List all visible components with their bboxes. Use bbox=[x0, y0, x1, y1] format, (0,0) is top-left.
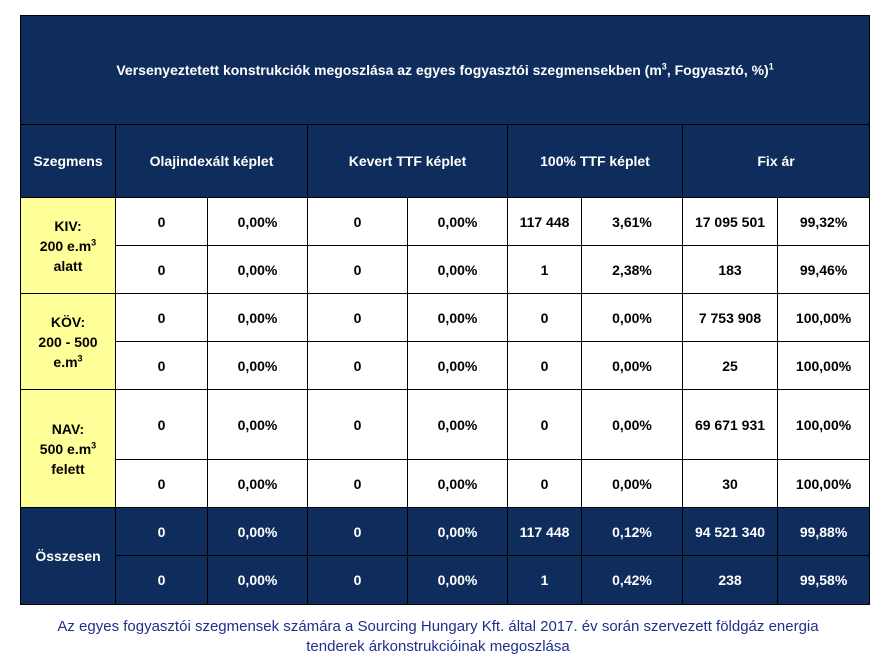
table-cell: 0 bbox=[307, 555, 408, 605]
table-cell: 94 521 340 bbox=[682, 507, 778, 556]
header-fixed-price: Fix ár bbox=[681, 124, 871, 198]
table-cell: 0,00% bbox=[207, 389, 308, 460]
table-cell: 100,00% bbox=[776, 389, 871, 460]
table-cell: 0,00% bbox=[207, 245, 308, 294]
table-cell: 0,00% bbox=[407, 507, 508, 556]
table-cell: 117 448 bbox=[507, 197, 582, 246]
table-cell: 25 bbox=[682, 341, 778, 390]
table-cell: 30 bbox=[682, 459, 778, 508]
table-cell: 0 bbox=[115, 389, 208, 460]
table-cell: 3,61% bbox=[581, 197, 683, 246]
table-cell: 0 bbox=[307, 293, 408, 342]
table-cell: 0,00% bbox=[407, 459, 508, 508]
table-title: Versenyeztetett konstrukciók megoszlása … bbox=[19, 15, 871, 125]
table-cell: 0 bbox=[307, 341, 408, 390]
table-cell: 99,32% bbox=[776, 197, 871, 246]
table-cell: 0,42% bbox=[581, 555, 683, 605]
table-cell: 0 bbox=[307, 507, 408, 556]
table-cell: 99,88% bbox=[776, 507, 871, 556]
table-cell: 99,46% bbox=[776, 245, 871, 294]
table-cell: 117 448 bbox=[507, 507, 582, 556]
table-caption: Az egyes fogyasztói szegmensek számára a… bbox=[0, 617, 876, 657]
segment-kiv: KIV: 200 e.m3 alatt bbox=[20, 197, 116, 294]
table-cell: 0 bbox=[507, 459, 582, 508]
table-cell: 0,00% bbox=[581, 389, 683, 460]
table-cell: 0,00% bbox=[407, 389, 508, 460]
table-cell: 0 bbox=[307, 459, 408, 508]
table-cell: 100,00% bbox=[776, 293, 871, 342]
table-cell: 0 bbox=[115, 459, 208, 508]
table-cell: 0 bbox=[115, 341, 208, 390]
table-cell: 0 bbox=[115, 197, 208, 246]
caption-line-2: tenderek árkonstrukcióinak megoszlása bbox=[306, 638, 570, 655]
header-segment: Szegmens bbox=[20, 124, 116, 198]
table-cell: 0,00% bbox=[207, 197, 308, 246]
table-cell: 0,00% bbox=[207, 555, 308, 605]
table-cell: 0,00% bbox=[207, 341, 308, 390]
table-cell: 0,00% bbox=[207, 459, 308, 508]
table-cell: 2,38% bbox=[581, 245, 683, 294]
table-cell: 100,00% bbox=[776, 459, 871, 508]
table-cell: 0,00% bbox=[407, 293, 508, 342]
total-label: Összesen bbox=[20, 507, 116, 605]
segment-kov: KÖV: 200 - 500 e.m3 bbox=[20, 293, 116, 390]
header-ttf-100: 100% TTF képlet bbox=[507, 124, 683, 198]
table-cell: 0 bbox=[307, 389, 408, 460]
caption-line-1: Az egyes fogyasztói szegmensek számára a… bbox=[57, 618, 819, 635]
table-cell: 0,12% bbox=[581, 507, 683, 556]
table-cell: 0,00% bbox=[207, 293, 308, 342]
table-cell: 0 bbox=[115, 245, 208, 294]
table-cell: 69 671 931 bbox=[682, 389, 778, 460]
table-cell: 0,00% bbox=[581, 459, 683, 508]
table-cell: 99,58% bbox=[776, 555, 871, 605]
table-cell: 17 095 501 bbox=[682, 197, 778, 246]
header-oil-indexed: Olajindexált képlet bbox=[115, 124, 308, 198]
table-cell: 238 bbox=[682, 555, 778, 605]
header-mixed-ttf: Kevert TTF képlet bbox=[307, 124, 508, 198]
segment-nav: NAV: 500 e.m3 felett bbox=[20, 389, 116, 508]
table-cell: 0 bbox=[307, 245, 408, 294]
table-cell: 0,00% bbox=[407, 245, 508, 294]
table-cell: 1 bbox=[507, 555, 582, 605]
distribution-table: Versenyeztetett konstrukciók megoszlása … bbox=[19, 15, 871, 605]
table-cell: 0,00% bbox=[407, 341, 508, 390]
table-cell: 0 bbox=[115, 555, 208, 605]
table-cell: 0 bbox=[115, 507, 208, 556]
table-cell: 0,00% bbox=[581, 341, 683, 390]
table-cell: 0,00% bbox=[581, 293, 683, 342]
table-cell: 100,00% bbox=[776, 341, 871, 390]
table-cell: 183 bbox=[682, 245, 778, 294]
table-cell: 0 bbox=[507, 389, 582, 460]
table-cell: 0,00% bbox=[207, 507, 308, 556]
table-cell: 0,00% bbox=[407, 555, 508, 605]
table-cell: 0 bbox=[507, 341, 582, 390]
table-cell: 0 bbox=[507, 293, 582, 342]
table-cell: 0,00% bbox=[407, 197, 508, 246]
table-cell: 1 bbox=[507, 245, 582, 294]
table-cell: 7 753 908 bbox=[682, 293, 778, 342]
table-cell: 0 bbox=[307, 197, 408, 246]
table-cell: 0 bbox=[115, 293, 208, 342]
